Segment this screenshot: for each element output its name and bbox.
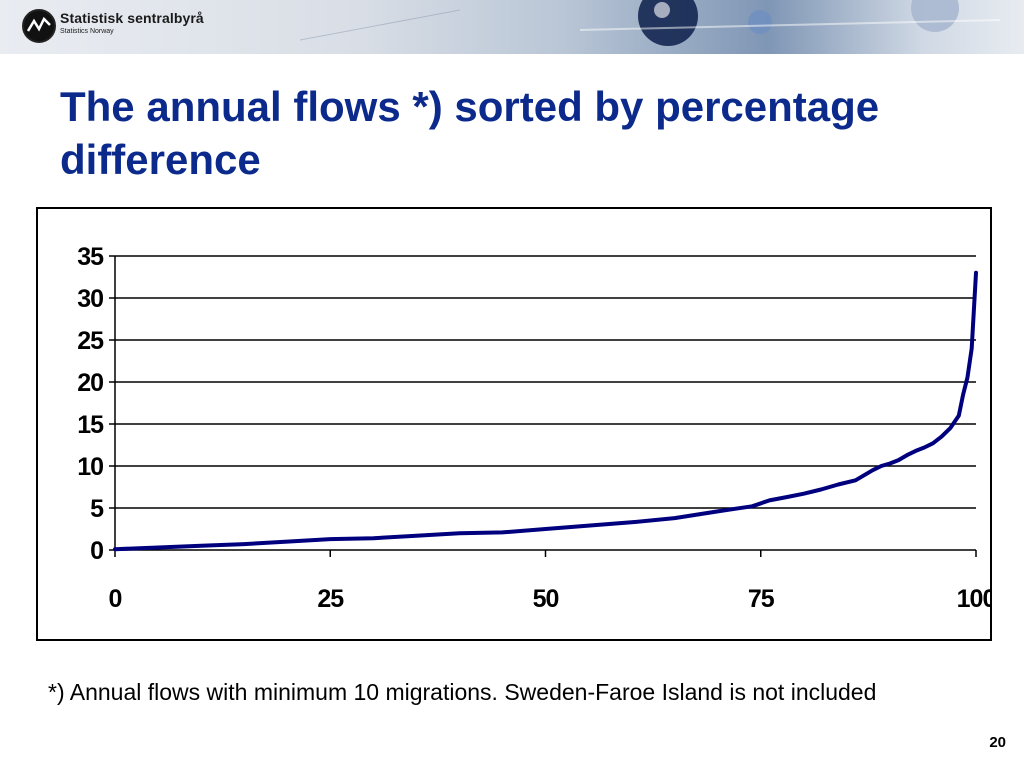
x-tick-label-75: 75 — [748, 585, 775, 613]
y-tick-label-35: 35 — [77, 243, 104, 271]
y-tick-label-20: 20 — [77, 369, 103, 397]
x-tick-label-100: 100 — [957, 585, 990, 613]
line-chart: 0 5 10 15 20 25 30 35 0 25 50 75 100 — [77, 243, 990, 613]
y-tick-label-30: 30 — [77, 285, 103, 313]
y-tick-label-10: 10 — [77, 453, 103, 481]
org-subtitle: Statistics Norway — [60, 28, 114, 35]
chart-frame: 0 5 10 15 20 25 30 35 0 25 50 75 100 — [36, 207, 992, 641]
banner-decoration — [299, 0, 1001, 46]
x-tick-label-25: 25 — [317, 585, 344, 613]
y-tick-label-15: 15 — [77, 411, 104, 439]
logo-icon — [22, 9, 56, 43]
x-tick-label-50: 50 — [533, 585, 559, 613]
footnote: *) Annual flows with minimum 10 migratio… — [48, 679, 877, 705]
header-banner: Statistisk sentralbyrå Statistics Norway — [0, 0, 1024, 54]
x-tick-label-0: 0 — [109, 585, 122, 613]
y-tick-label-0: 0 — [90, 537, 103, 565]
org-name: Statistisk sentralbyrå — [60, 10, 204, 26]
page-number: 20 — [989, 734, 1006, 751]
y-tick-label-25: 25 — [77, 327, 104, 355]
slide-title: The annual flows *) sorted by percentage… — [60, 83, 880, 183]
series-line-0 — [113, 270, 978, 552]
y-tick-label-5: 5 — [90, 495, 104, 523]
